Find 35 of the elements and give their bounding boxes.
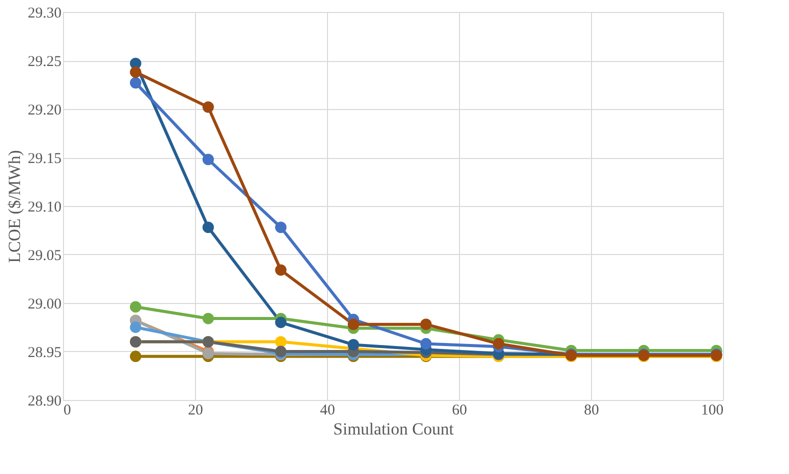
point [202,101,214,113]
point [275,222,286,234]
point [130,322,142,333]
y-axis-title: LCOE ($/MWh) [4,150,24,263]
point [420,318,432,330]
point [202,222,214,234]
point [348,339,360,350]
point [492,338,504,350]
x-tick-label: 100 [701,402,724,418]
y-tick-label: 29.05 [28,248,62,264]
point [202,154,214,166]
x-tick-label: 40 [320,402,335,418]
y-tick-label: 29.10 [28,200,62,216]
x-tick-label: 60 [452,402,467,418]
point [420,338,432,350]
point [202,312,214,324]
point [275,264,286,276]
y-tick-label: 29.30 [28,6,62,22]
point [130,301,142,313]
y-tick-label: 29.00 [28,296,62,312]
point [348,318,360,330]
x-tick-label: 20 [188,402,203,418]
y-tick-label: 29.15 [28,151,62,167]
y-tick-label: 28.95 [28,345,62,361]
point [275,336,286,348]
point [275,316,286,328]
point [130,66,142,78]
y-tick-label: 29.25 [28,54,62,70]
x-axis-title: Simulation Count [333,420,454,438]
x-tick-label: 0 [64,402,71,418]
point [130,77,142,88]
y-tick-label: 29.20 [28,102,62,118]
point [130,350,142,362]
x-tick-label: 80 [584,402,599,418]
y-tick-label: 28.90 [28,394,62,410]
